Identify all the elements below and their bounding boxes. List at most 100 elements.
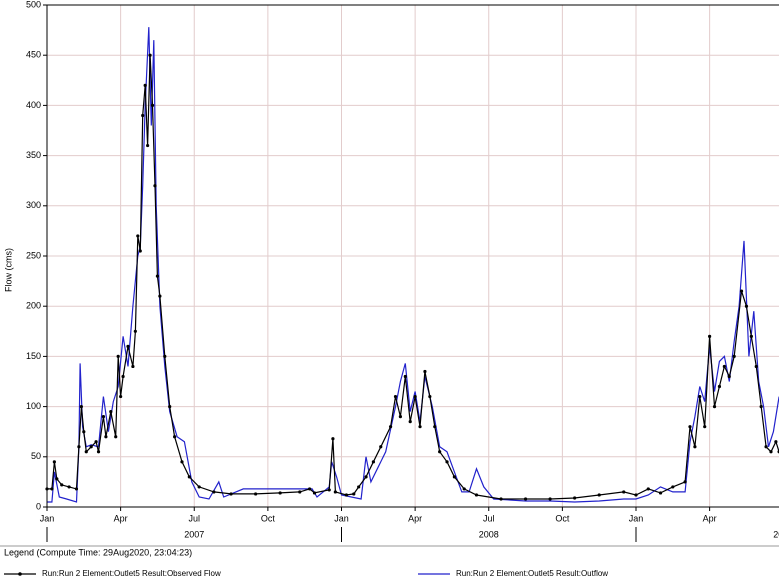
legend-title: Legend (Compute Time: 29Aug2020, 23:04:2…	[4, 547, 192, 557]
year-label: 2007	[184, 529, 204, 539]
data-point	[148, 53, 152, 57]
data-point	[548, 497, 552, 501]
y-tick-label: 200	[26, 301, 41, 311]
data-point	[327, 488, 331, 492]
data-point	[155, 274, 160, 278]
data-point	[597, 493, 601, 497]
x-tick-label: Apr	[408, 513, 422, 523]
data-point	[119, 394, 123, 399]
data-point	[133, 329, 137, 333]
data-point	[60, 483, 64, 487]
data-point	[163, 354, 167, 358]
data-point	[759, 405, 763, 409]
y-tick-label: 250	[26, 250, 41, 260]
data-point	[180, 460, 184, 464]
y-tick-label: 300	[26, 200, 41, 210]
y-tick-label: 400	[26, 100, 41, 110]
data-point	[371, 460, 376, 464]
data-point	[403, 374, 407, 379]
data-point	[344, 493, 349, 497]
data-point	[187, 475, 191, 479]
data-point	[688, 425, 692, 429]
data-point	[445, 460, 449, 464]
data-point	[769, 450, 773, 454]
data-point	[671, 485, 675, 489]
data-point	[109, 410, 113, 414]
data-point	[693, 445, 697, 449]
y-tick-label: 100	[26, 401, 41, 411]
data-point	[423, 369, 427, 374]
data-point	[96, 450, 101, 454]
data-point	[474, 493, 479, 497]
data-point	[712, 405, 717, 409]
data-point	[312, 491, 317, 495]
data-point	[84, 450, 88, 454]
data-point	[717, 384, 722, 389]
y-tick-label: 0	[36, 501, 41, 511]
data-point	[408, 420, 412, 424]
data-point	[136, 234, 140, 238]
data-point	[744, 304, 749, 308]
data-point	[212, 490, 216, 494]
data-point	[143, 83, 147, 87]
legend-label: Run:Run 2 Element:Outlet5 Result:Observe…	[42, 569, 221, 578]
data-point	[153, 184, 157, 188]
data-point	[67, 485, 71, 489]
x-tick-label: Jan	[40, 513, 55, 523]
year-label: 2008	[479, 529, 499, 539]
plot	[45, 27, 779, 503]
data-point	[523, 497, 528, 501]
data-point	[413, 394, 417, 399]
data-point	[74, 487, 79, 491]
y-tick-label: 500	[26, 0, 41, 9]
x-tick-label: Jul	[188, 513, 200, 523]
data-point	[333, 490, 337, 494]
data-point	[352, 492, 356, 496]
y-tick-label: 350	[26, 150, 41, 160]
data-point	[658, 491, 663, 495]
legend-label: Run:Run 2 Element:Outlet5 Result:Outflow	[456, 569, 608, 578]
data-point	[357, 485, 361, 489]
data-point	[307, 487, 312, 491]
data-point	[499, 497, 503, 501]
data-point	[754, 364, 758, 369]
data-point	[131, 364, 135, 369]
x-tick-label: Jan	[629, 513, 644, 523]
data-point	[732, 354, 736, 358]
data-point	[749, 334, 753, 338]
data-point	[722, 364, 726, 369]
data-point	[55, 477, 59, 481]
data-point	[101, 415, 106, 419]
year-label: 2009	[773, 529, 779, 539]
data-point	[254, 492, 258, 496]
data-point	[452, 475, 456, 479]
y-tick-label: 450	[26, 50, 41, 60]
data-point	[104, 435, 108, 439]
data-point	[433, 425, 437, 429]
data-point	[708, 334, 712, 338]
data-point	[698, 394, 702, 399]
data-point	[168, 405, 172, 409]
data-point	[116, 354, 120, 358]
data-point	[388, 425, 393, 429]
data-point	[393, 394, 398, 399]
data-point	[173, 435, 177, 439]
data-point	[114, 435, 118, 439]
data-point	[774, 440, 778, 444]
data-point	[727, 374, 731, 379]
data-point	[79, 405, 83, 409]
x-tick-label: Oct	[261, 513, 276, 523]
data-point	[94, 440, 98, 444]
x-tick-label: Jul	[483, 513, 495, 523]
data-point	[278, 491, 282, 495]
data-point	[77, 445, 81, 449]
x-tick-label: Jan	[334, 513, 349, 523]
data-point	[52, 460, 56, 464]
y-tick-label: 150	[26, 351, 41, 361]
data-point	[739, 289, 744, 293]
x-tick-label: Apr	[703, 513, 717, 523]
data-point	[126, 344, 130, 348]
data-point	[683, 480, 687, 484]
